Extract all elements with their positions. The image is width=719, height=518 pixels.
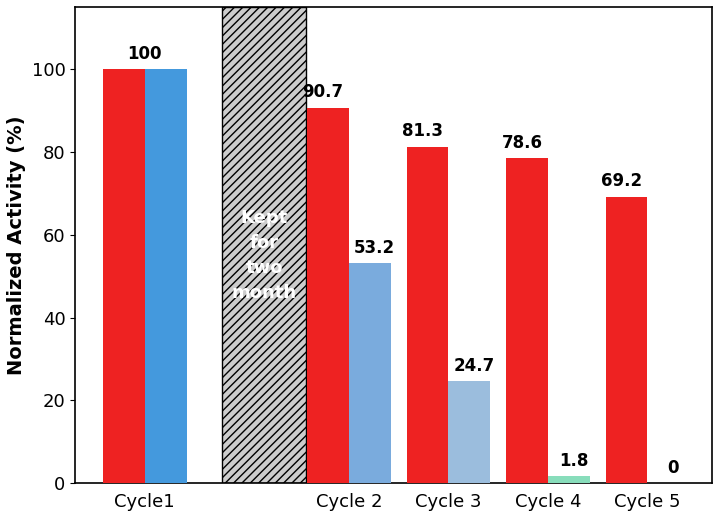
Text: Kept
for
two
month: Kept for two month [232,209,297,302]
Y-axis label: Normalized Activity (%): Normalized Activity (%) [7,116,26,375]
Text: 24.7: 24.7 [454,357,495,375]
Text: 0: 0 [667,459,679,477]
Text: 1.8: 1.8 [559,452,588,470]
Text: 78.6: 78.6 [501,134,542,152]
Text: 81.3: 81.3 [402,122,443,140]
Bar [449,381,490,483]
Bar [406,147,449,483]
Text: 90.7: 90.7 [303,83,344,102]
Bar [307,108,349,483]
Bar [506,158,548,483]
Bar [145,69,186,483]
Bar [349,263,390,483]
Text: 100: 100 [127,45,162,63]
Bar [103,69,145,483]
Text: 69.2: 69.2 [601,172,642,191]
Bar [548,476,590,483]
Bar [222,7,306,483]
Bar [605,197,647,483]
Text: 53.2: 53.2 [354,239,395,257]
